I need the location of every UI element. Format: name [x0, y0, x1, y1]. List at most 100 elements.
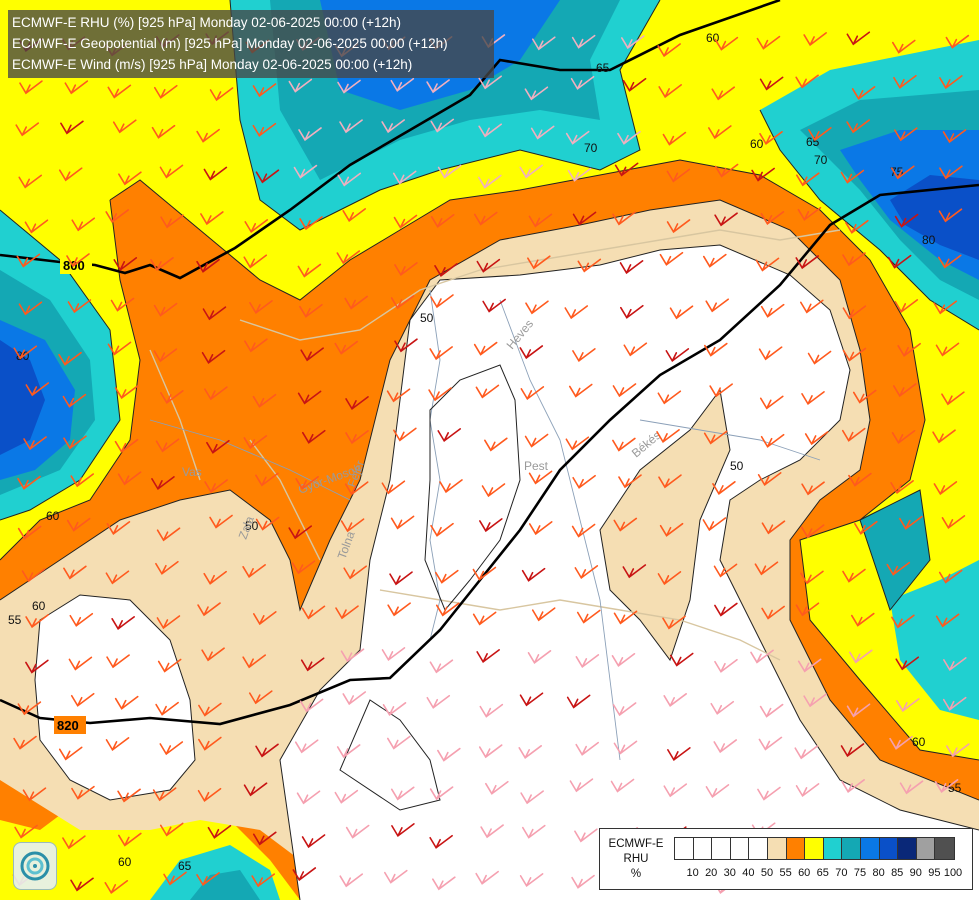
- wind-barb-icon: [292, 867, 317, 882]
- wind-barb-icon: [938, 208, 963, 223]
- wind-barb-icon: [21, 568, 46, 583]
- wind-barb-icon: [795, 783, 820, 798]
- wind-barb-icon: [390, 515, 415, 530]
- wind-barb-icon: [485, 780, 509, 795]
- wind-barb-icon: [757, 786, 781, 801]
- wind-barb-icon: [942, 696, 967, 711]
- wind-barb-icon: [155, 560, 179, 575]
- wind-barb-icon: [945, 34, 970, 49]
- wind-barb-icon: [799, 299, 824, 314]
- wind-barb-icon: [484, 437, 508, 452]
- wind-barb-icon: [200, 211, 224, 226]
- wind-barb-icon: [297, 390, 322, 405]
- wind-barb-icon: [758, 346, 783, 361]
- rhu-label: 70: [814, 153, 828, 167]
- wind-barb-icon: [252, 831, 277, 846]
- wind-barb-icon: [151, 476, 175, 491]
- legend-tick: 95: [928, 867, 941, 879]
- wind-barb-icon: [519, 164, 543, 179]
- wind-barb-icon: [60, 120, 84, 135]
- wind-barb-icon: [293, 164, 318, 179]
- map-title-box: ECMWF-E RHU (%) [925 hPa] Monday 02-06-2…: [8, 10, 494, 78]
- wind-barb-icon: [394, 262, 418, 277]
- rhu-label: 65: [596, 61, 610, 75]
- legend-swatch: [693, 838, 713, 859]
- wind-barb-icon: [759, 703, 784, 718]
- wind-barb-icon: [426, 694, 451, 709]
- wind-barb-icon: [68, 656, 93, 671]
- wind-barb-icon: [336, 250, 361, 265]
- wind-barb-icon: [337, 172, 362, 187]
- wind-barb-icon: [481, 483, 506, 498]
- wind-barb-icon: [794, 745, 819, 760]
- wind-barb-icon: [66, 517, 91, 532]
- wind-barb-icon: [891, 165, 915, 180]
- wind-barb-icon: [612, 437, 636, 452]
- legend-tick: 85: [891, 867, 904, 879]
- wind-barb-icon: [25, 382, 50, 397]
- wind-barb-icon: [571, 523, 596, 538]
- wind-barb-icon: [703, 430, 728, 445]
- legend-tick: 30: [723, 867, 736, 879]
- wind-barb-icon: [248, 690, 273, 705]
- wind-barb-icon: [899, 780, 924, 795]
- wind-barb-icon: [429, 834, 453, 849]
- legend-swatch: [823, 838, 843, 859]
- wind-barb-icon: [797, 658, 822, 673]
- legend-swatch: [786, 838, 806, 859]
- wind-barb-icon: [242, 564, 266, 579]
- wind-barb-icon: [437, 747, 461, 762]
- wind-barb-icon: [201, 349, 226, 364]
- wind-barb-icon: [426, 79, 450, 94]
- wind-barb-icon: [58, 746, 83, 761]
- wind-barb-icon: [711, 86, 736, 101]
- wind-barb-icon: [890, 480, 914, 495]
- wind-barb-icon: [104, 879, 129, 894]
- wind-barb-icon: [663, 783, 688, 798]
- wind-barb-icon: [713, 739, 738, 754]
- wind-barb-icon: [345, 430, 369, 445]
- wind-barb-icon: [255, 516, 280, 531]
- wind-barb-icon: [294, 739, 319, 754]
- wind-barb-icon: [612, 383, 637, 398]
- wind-barb-icon: [933, 300, 958, 315]
- wind-barb-icon: [623, 342, 648, 357]
- wind-barb-icon: [750, 649, 774, 664]
- wind-barb-icon: [382, 702, 407, 716]
- wind-barb-icon: [893, 127, 918, 142]
- wind-barb-icon: [620, 304, 644, 319]
- wind-barb-icon: [381, 119, 405, 134]
- wind-barb-icon: [344, 481, 369, 496]
- geopotential-label-820: 820: [57, 718, 79, 733]
- wind-barb-icon: [572, 348, 596, 363]
- wind-barb-icon: [848, 472, 872, 487]
- wind-barb-icon: [252, 83, 277, 98]
- wind-barb-icon: [196, 872, 220, 887]
- wind-barb-icon: [299, 216, 323, 231]
- rhu-label: 65: [178, 859, 192, 873]
- wind-barb-icon: [897, 342, 921, 357]
- wind-barb-icon: [669, 652, 694, 667]
- legend-color-scale: [674, 837, 955, 860]
- wind-barb-icon: [659, 251, 684, 266]
- wind-barb-icon: [659, 522, 684, 537]
- wind-barb-icon: [18, 301, 43, 316]
- wind-barb-icon: [434, 262, 458, 277]
- wind-barb-icon: [383, 869, 408, 884]
- wind-barb-icon: [201, 647, 225, 662]
- wind-barb-icon: [207, 824, 232, 839]
- wind-barb-icon: [657, 43, 681, 58]
- wind-barb-icon: [714, 212, 738, 227]
- wind-barb-icon: [612, 702, 637, 717]
- wind-barb-icon: [480, 824, 504, 839]
- wind-barb-icon: [841, 779, 865, 793]
- wind-barb-icon: [889, 735, 913, 750]
- wind-barb-icon: [478, 123, 502, 138]
- wind-barb-icon: [571, 34, 596, 49]
- wind-barb-icon: [255, 169, 280, 184]
- wind-barb-icon: [658, 474, 682, 489]
- rhu-label: 60: [32, 599, 46, 613]
- provider-logo-icon[interactable]: [13, 842, 57, 890]
